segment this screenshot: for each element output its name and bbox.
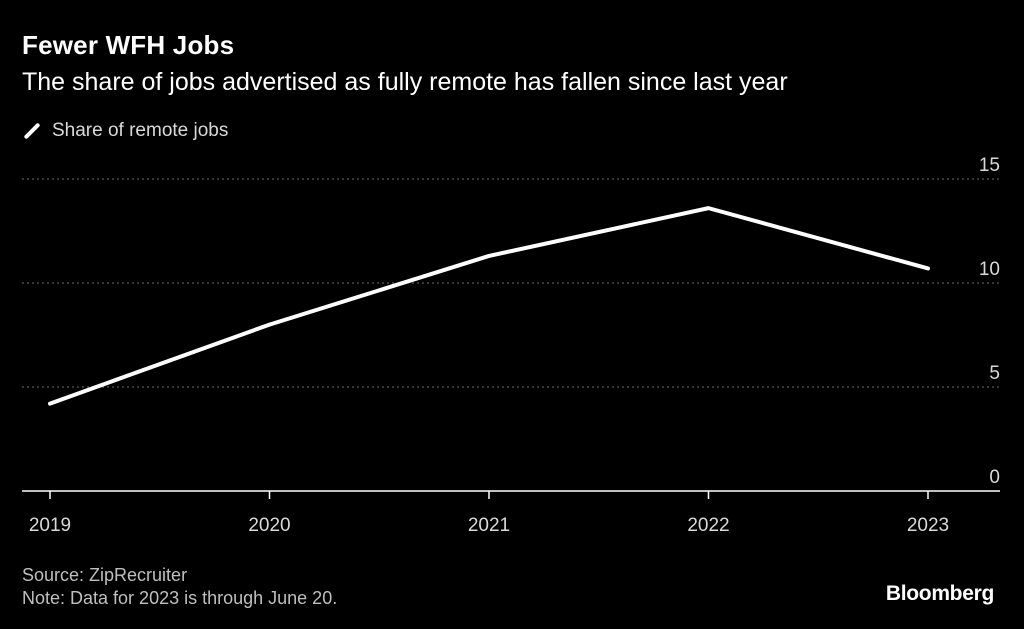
x-tick-label: 2019 (29, 515, 71, 536)
grid-layer (22, 178, 1000, 388)
y-tick-label: 0 (989, 467, 1000, 488)
series-line-share-of-remote-jobs (48, 206, 930, 406)
y-tick-label: 10 (979, 259, 1000, 280)
chart-title: Fewer WFH Jobs (22, 30, 235, 60)
legend-label: Share of remote jobs (52, 120, 229, 141)
data-note: Note: Data for 2023 is through June 20. (22, 588, 338, 608)
x-tick-label: 2022 (687, 515, 729, 536)
footer: Source: ZipRecruiter Note: Data for 2023… (22, 564, 337, 610)
series-layer (48, 206, 930, 406)
legend: Share of remote jobs (22, 118, 228, 144)
y-tick-label: 15 (979, 155, 1000, 176)
chart-subtitle: The share of jobs advertised as fully re… (22, 68, 788, 96)
x-tick-label: 2021 (468, 515, 510, 536)
bloomberg-logo: Bloomberg (885, 582, 994, 605)
x-tick-label: 2020 (248, 515, 290, 536)
y-tick-label: 5 (989, 363, 1000, 384)
source-note: Source: ZipRecruiter (22, 565, 188, 585)
x-tick-label: 2023 (907, 515, 949, 536)
axis-layer: 0 5 10 15 2019 2020 2021 2022 2023 (22, 155, 1000, 536)
